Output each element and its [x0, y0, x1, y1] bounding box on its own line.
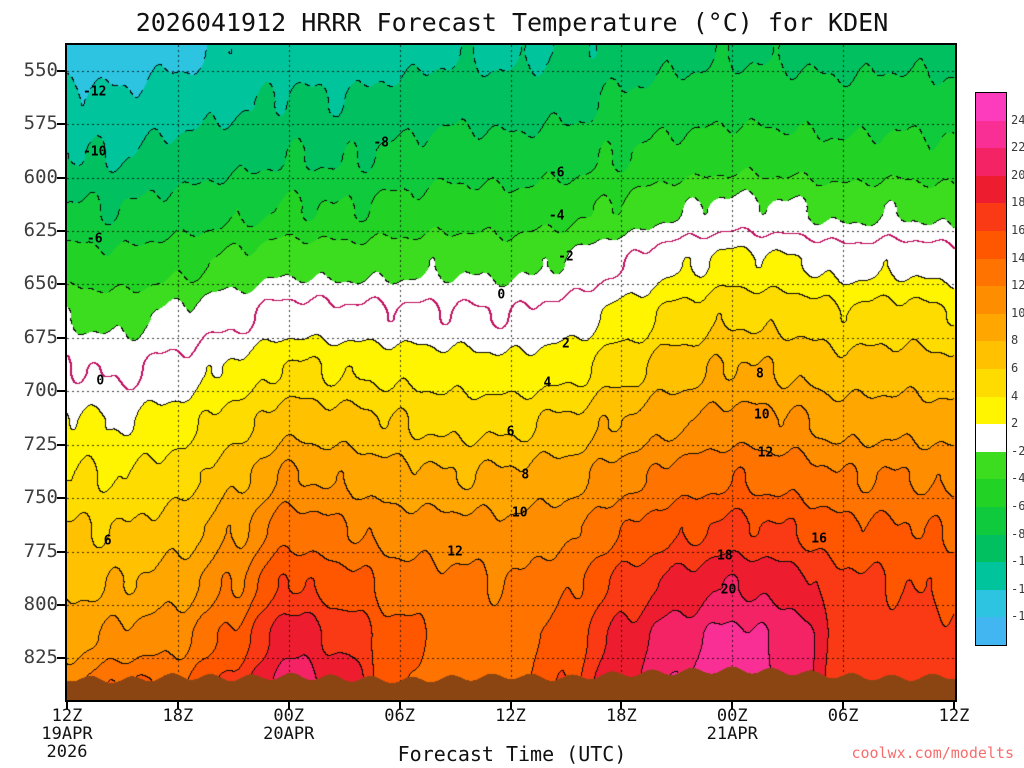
pressure-tick-label: 775 [23, 539, 58, 562]
y-tick-mark [57, 657, 65, 660]
colorbar-tick-label: -2 [1011, 443, 1024, 458]
pressure-tick-label: 600 [23, 165, 58, 188]
colorbar-tick-label: 12 [1011, 278, 1024, 293]
colorbar-segment [976, 506, 1006, 535]
colorbar-tick-label: -10 [1011, 554, 1024, 569]
x-tick-mark [842, 702, 845, 709]
colorbar-segment [976, 451, 1006, 480]
colorbar-tick-label: 8 [1011, 333, 1019, 348]
x-axis-title: Forecast Time (UTC) [397, 742, 627, 766]
y-tick-mark [57, 229, 65, 232]
colorbar-tick-label: 14 [1011, 250, 1024, 265]
x-tick-mark [287, 702, 290, 709]
colorbar-segment [976, 424, 1006, 452]
y-tick-mark [57, 390, 65, 393]
date-label: 21APR [706, 724, 758, 744]
colorbar-tick-label: -14 [1011, 609, 1024, 624]
time-tick-label: 12Z [938, 706, 970, 726]
colorbar-segment [976, 148, 1006, 176]
watermark: coolwx.com/modelts [851, 744, 1014, 762]
colorbar-segment [976, 617, 1006, 645]
colorbar-segment [976, 93, 1006, 121]
colorbar-tick-label: -12 [1011, 581, 1024, 596]
x-tick-mark [620, 702, 623, 709]
colorbar-tick-label: 6 [1011, 361, 1019, 375]
time-tick-label: 00Z [273, 706, 305, 726]
y-tick-mark [57, 336, 65, 339]
colorbar-segment [976, 534, 1006, 563]
colorbar-segment [976, 479, 1006, 507]
colorbar-tick-label: -6 [1011, 499, 1024, 513]
colorbar-segment [976, 258, 1006, 287]
time-tick-label: 12Z [495, 706, 526, 726]
time-tick-label: 00Z [716, 706, 748, 726]
y-tick-mark [57, 603, 65, 606]
colorbar-tick-label: 20 [1011, 167, 1024, 182]
pressure-tick-label: 750 [23, 486, 58, 509]
colorbar-tick-label: 2 [1011, 416, 1019, 431]
colorbar-segment [976, 368, 1006, 397]
colorbar-segment [976, 203, 1006, 231]
colorbar-segment [976, 175, 1006, 204]
colorbar-segment [976, 562, 1006, 590]
y-tick-mark [57, 69, 65, 72]
colorbar-segment [976, 396, 1006, 425]
colorbar-tick-label: 22 [1011, 140, 1024, 155]
time-tick-label: 12Z [51, 706, 83, 726]
x-tick-mark [731, 702, 734, 709]
pressure-tick-label: 650 [23, 272, 58, 295]
time-tick-label: 18Z [162, 706, 194, 726]
pressure-tick-label: 800 [23, 592, 58, 615]
y-tick-mark [57, 123, 65, 126]
colorbar-segment [976, 230, 1006, 259]
colorbar-segment [976, 120, 1006, 149]
colorbar-segment [976, 313, 1006, 342]
colorbar-tick-label: 18 [1011, 195, 1024, 210]
time-tick-label: 06Z [827, 706, 859, 726]
x-tick-mark [66, 702, 68, 709]
colorbar-segment [976, 286, 1006, 314]
chart-title: 2026041912 HRRR Forecast Temperature (°C… [135, 8, 889, 37]
colorbar-tick-label: -4 [1011, 471, 1024, 486]
colorbar [975, 92, 1007, 646]
x-tick-mark [509, 702, 512, 709]
y-tick-mark [57, 497, 65, 500]
pressure-tick-label: 575 [23, 112, 58, 135]
date-label: 19APR [41, 724, 93, 744]
colorbar-segment [976, 341, 1006, 369]
colorbar-tick-label: -8 [1011, 526, 1024, 541]
plot-frame: -12 -10 -6 0 6 -8 -6 -4 -2 0 2 4 6 8 10 12 8 10 12 16 18 20 [65, 43, 957, 702]
colorbar-segment [976, 589, 1006, 618]
y-tick-mark [57, 283, 65, 286]
y-tick-mark [57, 176, 65, 179]
colorbar-tick-label: 4 [1011, 388, 1019, 403]
pressure-tick-label: 625 [23, 218, 58, 241]
x-tick-mark [398, 702, 401, 709]
x-tick-mark [176, 702, 179, 709]
pressure-tick-label: 725 [23, 432, 58, 455]
y-tick-mark [57, 443, 65, 446]
y-tick-mark [57, 550, 65, 553]
date-label: 20APR [263, 724, 315, 744]
colorbar-tick-label: 10 [1011, 305, 1024, 320]
x-tick-mark [953, 702, 955, 709]
pressure-tick-label: 675 [23, 325, 58, 348]
pressure-tick-label: 700 [23, 379, 58, 402]
colorbar-tick-label: 24 [1011, 112, 1024, 127]
colorbar-tick-label: 16 [1011, 223, 1024, 237]
temperature-contour-canvas [67, 45, 955, 700]
time-tick-label: 18Z [606, 706, 637, 726]
pressure-tick-label: 550 [23, 58, 58, 81]
time-tick-label: 06Z [384, 706, 415, 726]
pressure-tick-label: 825 [23, 646, 58, 669]
date-label: 2026 [46, 742, 88, 762]
